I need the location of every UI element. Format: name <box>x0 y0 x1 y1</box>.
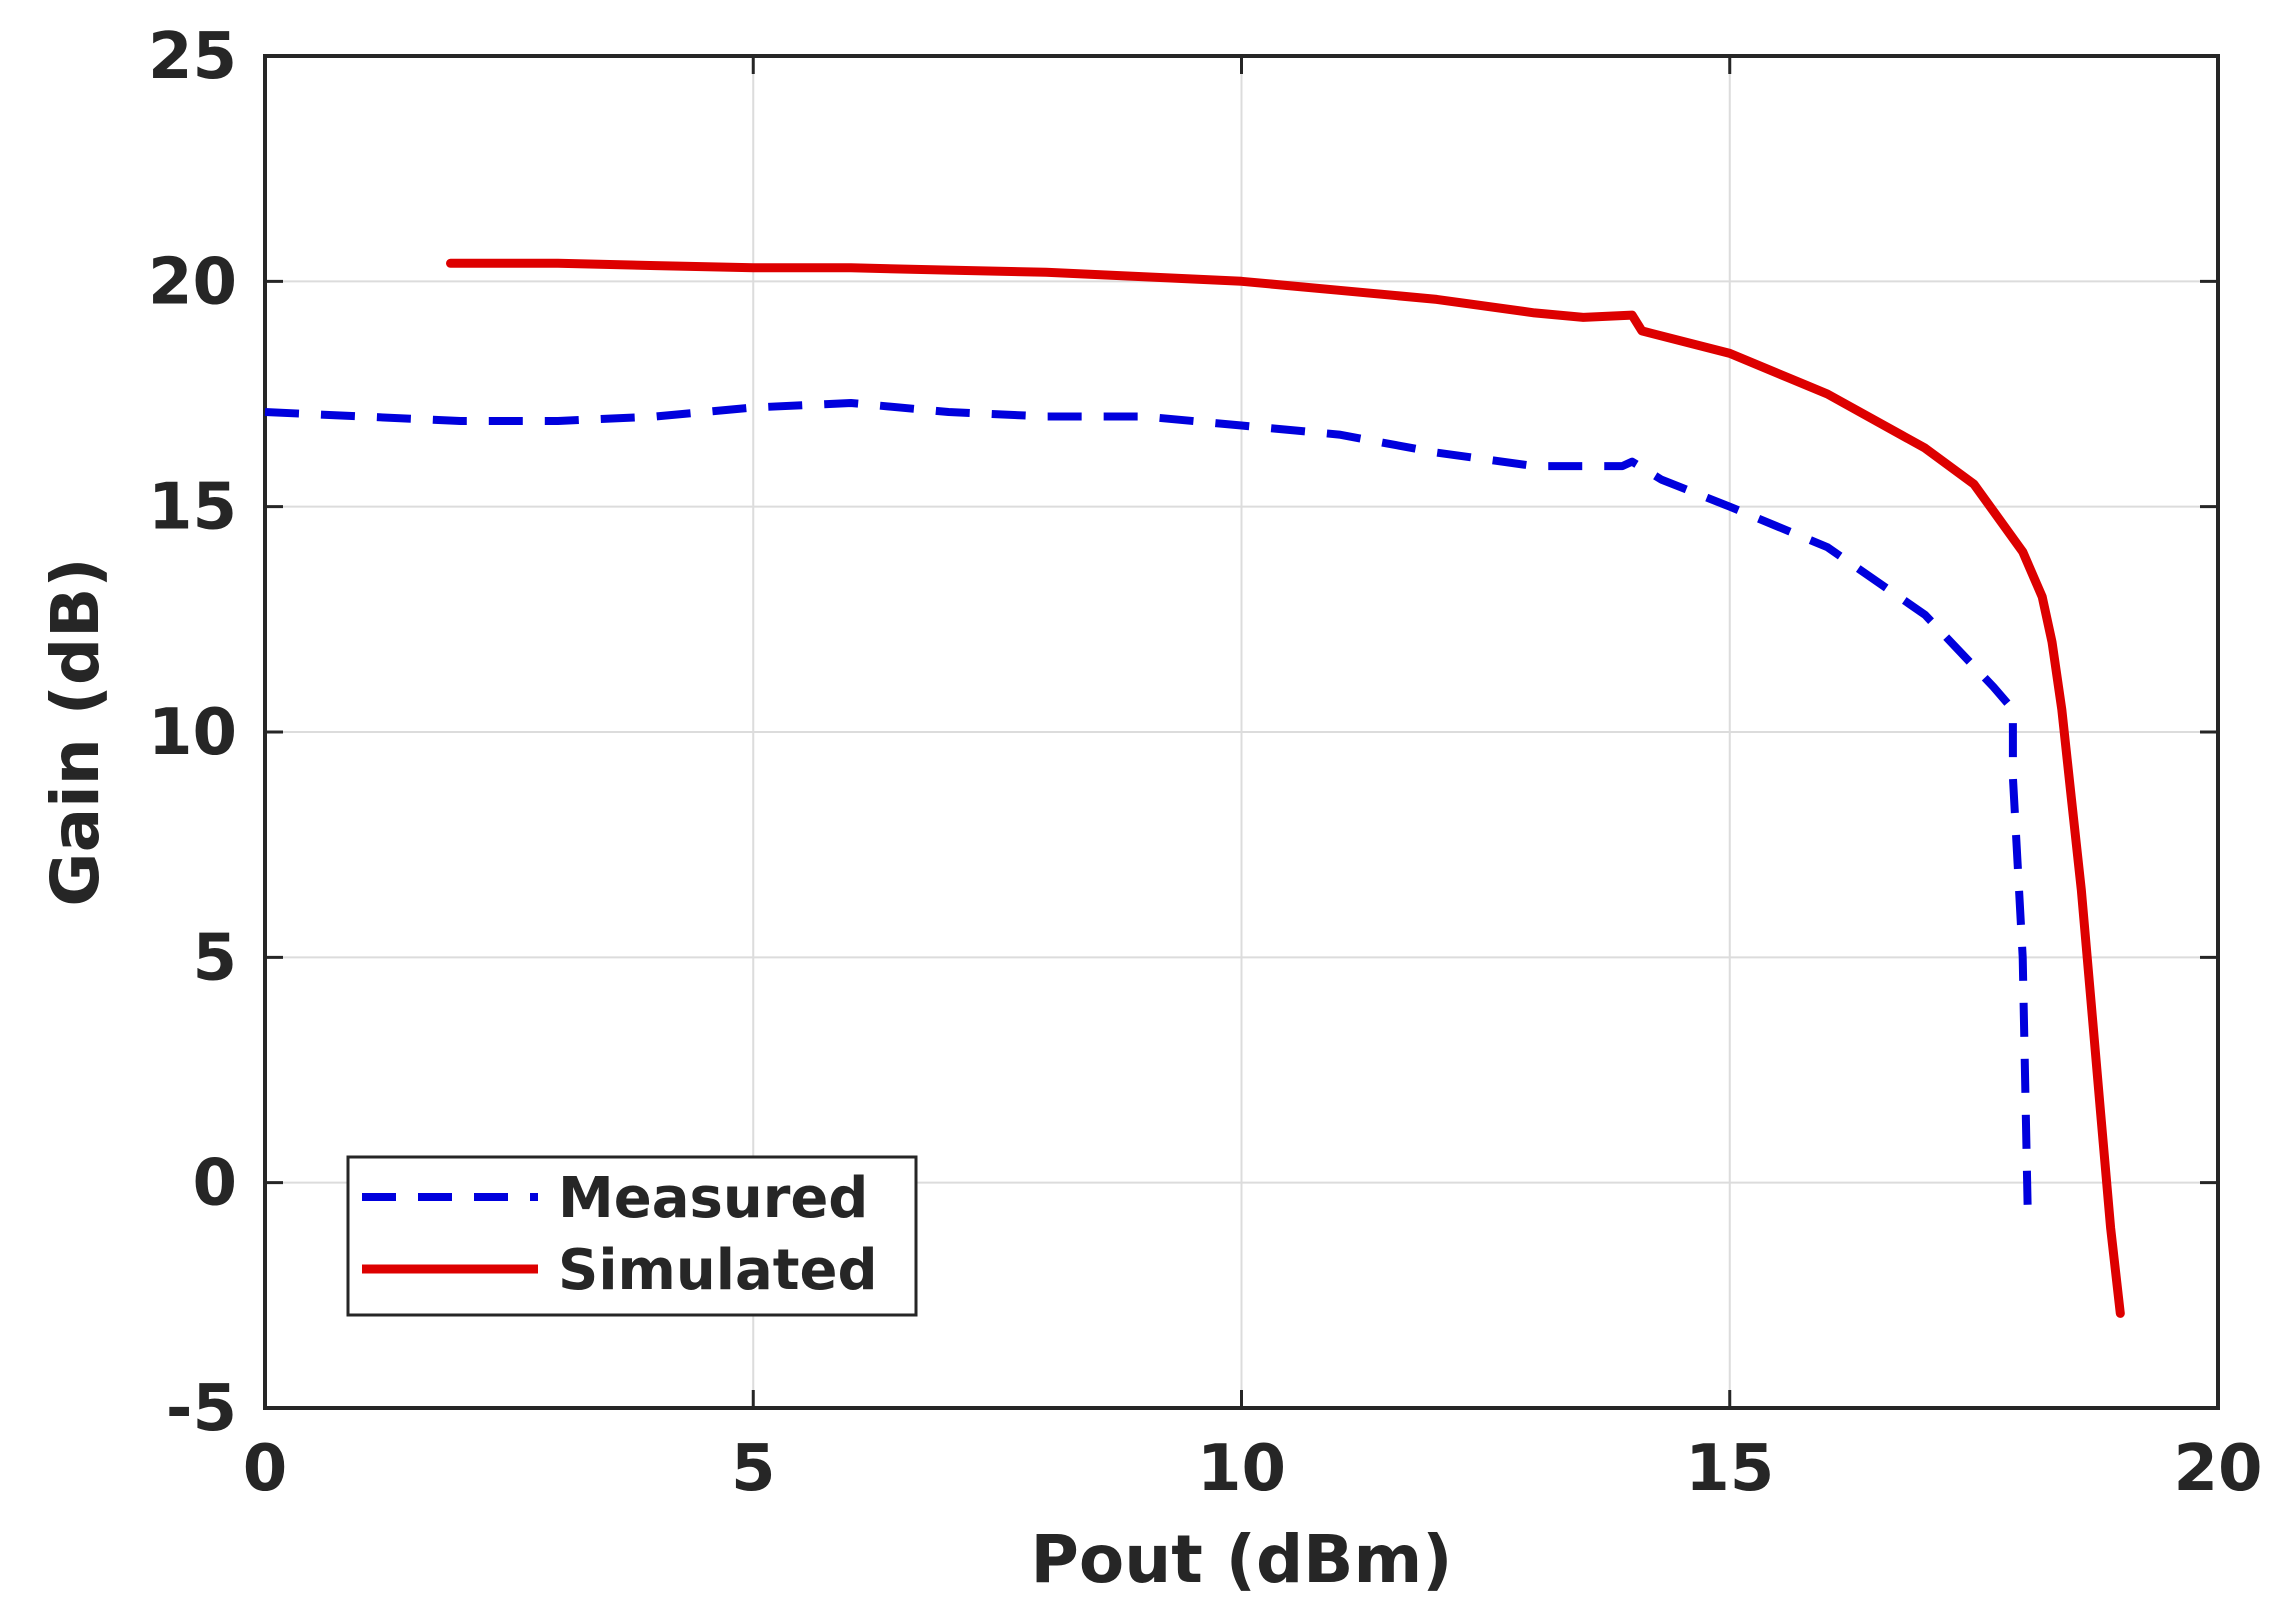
y-tick-label: -5 <box>166 1372 237 1446</box>
series-lines <box>264 258 2125 1318</box>
y-axis-label: Gain (dB) <box>37 557 114 906</box>
series-line-measured <box>264 399 2032 1206</box>
x-tick-label: 20 <box>2173 1432 2262 1506</box>
y-tick-label: 0 <box>192 1147 237 1221</box>
legend: Measured Simulated <box>346 1155 918 1317</box>
y-tick-label: 5 <box>192 921 237 995</box>
legend-box <box>346 1155 918 1317</box>
y-tick-label: 15 <box>148 471 237 545</box>
x-tick-label: 15 <box>1685 1432 1774 1506</box>
x-tick-label: 5 <box>731 1432 776 1506</box>
x-axis-label: Pout (dBm) <box>1031 1521 1453 1598</box>
series-line-simulated <box>446 258 2125 1318</box>
y-tick-label: 25 <box>148 20 237 94</box>
legend-label-simulated: Simulated <box>558 1238 878 1303</box>
y-tick-label: 20 <box>148 245 237 319</box>
x-tick-label: 0 <box>243 1432 288 1506</box>
y-tick-label: 10 <box>148 696 237 770</box>
legend-label-measured: Measured <box>558 1166 868 1231</box>
x-tick-label: 10 <box>1197 1432 1286 1506</box>
